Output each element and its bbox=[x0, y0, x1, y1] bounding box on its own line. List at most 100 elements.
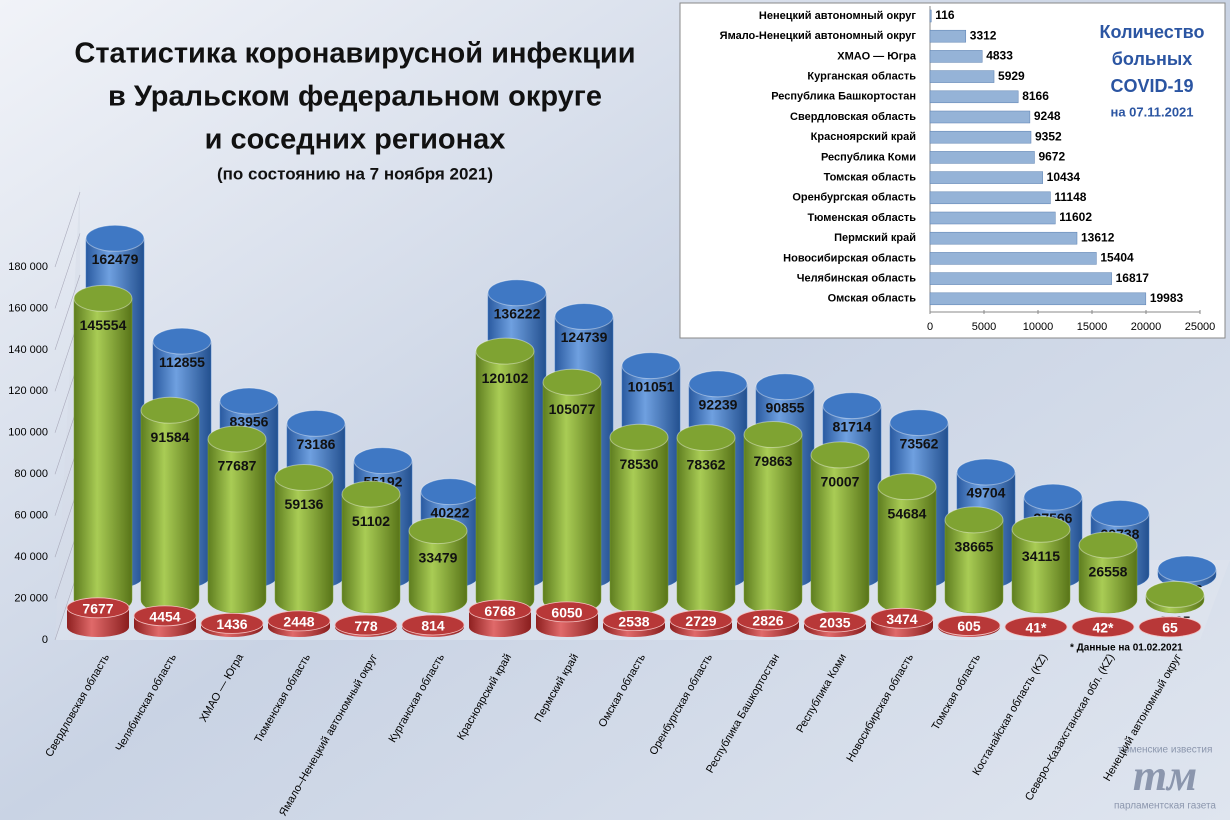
value-label: 112855 bbox=[159, 354, 205, 370]
cylinder bbox=[207, 425, 267, 614]
cylinder bbox=[66, 597, 130, 637]
grid-line bbox=[54, 191, 81, 268]
bar bbox=[929, 231, 1078, 245]
cylinder bbox=[334, 614, 398, 637]
cylinder-cap bbox=[219, 387, 279, 415]
cylinder-cap bbox=[1090, 499, 1150, 527]
cylinder bbox=[676, 424, 736, 614]
cylinder bbox=[1004, 616, 1068, 638]
value-label: 120102 bbox=[482, 370, 529, 386]
annotation: * Данные на 01.02.2021 bbox=[1070, 643, 1183, 654]
cylinder-cap bbox=[676, 424, 736, 452]
title-line: Статистика коронавирусной инфекции bbox=[74, 38, 635, 70]
value-label: 19983 bbox=[1150, 291, 1184, 305]
value-label: 124739 bbox=[561, 329, 608, 345]
cylinder bbox=[743, 421, 803, 614]
value-label: 59136 bbox=[285, 496, 324, 512]
cylinder bbox=[1145, 580, 1205, 614]
cylinder-cap bbox=[475, 337, 535, 365]
cylinder-cap bbox=[889, 409, 949, 437]
cylinder-cap bbox=[688, 370, 748, 398]
cylinder bbox=[535, 601, 599, 637]
cylinder bbox=[1157, 555, 1217, 589]
bar bbox=[929, 70, 995, 83]
cylinder bbox=[1138, 616, 1202, 638]
cylinder-cap bbox=[286, 409, 346, 437]
bar bbox=[929, 191, 1051, 205]
value-label: 91584 bbox=[151, 429, 190, 445]
cylinder-cap bbox=[956, 458, 1016, 486]
x-tick-label: 0 bbox=[927, 321, 933, 333]
cylinder-cap bbox=[542, 368, 602, 396]
cylinder bbox=[468, 599, 532, 637]
bar bbox=[929, 211, 1056, 225]
value-label: 11602 bbox=[1059, 210, 1092, 224]
value-label: 136222 bbox=[494, 305, 541, 321]
cylinder-cap bbox=[1023, 483, 1083, 511]
cylinder-body bbox=[1011, 529, 1071, 614]
cylinder-cap bbox=[73, 284, 133, 312]
category-label: Республика Коми bbox=[821, 151, 916, 163]
cylinder-cap bbox=[554, 303, 614, 331]
cylinder bbox=[341, 480, 401, 614]
cylinder-cap bbox=[200, 613, 264, 634]
value-label: 605 bbox=[957, 618, 981, 634]
cylinder-cap bbox=[669, 609, 733, 631]
cylinder-cap bbox=[334, 614, 398, 636]
value-label: 13612 bbox=[1081, 230, 1115, 244]
bar bbox=[929, 272, 1112, 285]
title-line: в Уральском федеральном округе bbox=[108, 81, 602, 113]
category-label: Свердловская область bbox=[790, 111, 916, 123]
cylinder bbox=[542, 368, 602, 614]
cylinder-body bbox=[207, 438, 267, 614]
value-label: 51102 bbox=[352, 513, 390, 529]
bar bbox=[929, 9, 932, 23]
x-tick-label: 5000 bbox=[972, 321, 996, 333]
value-label: 1436 bbox=[216, 616, 247, 632]
cylinder-cap bbox=[274, 463, 334, 491]
logo-mark: тм bbox=[1133, 751, 1197, 800]
value-label: 6050 bbox=[551, 605, 582, 621]
cylinder bbox=[870, 607, 934, 637]
value-label: 2729 bbox=[685, 613, 716, 629]
value-label: 15404 bbox=[1100, 251, 1134, 265]
category-label: Челябинская область bbox=[797, 273, 917, 285]
cylinder bbox=[133, 605, 197, 637]
value-label: 41* bbox=[1025, 620, 1047, 636]
logo-top: тюменские известия bbox=[1118, 745, 1213, 756]
x-tick-label: 20000 bbox=[1131, 321, 1162, 333]
category-label: Томская область bbox=[824, 172, 917, 184]
cylinder-cap bbox=[468, 599, 532, 621]
cylinder-cap bbox=[877, 473, 937, 501]
cylinder bbox=[944, 506, 1004, 614]
value-label: 4833 bbox=[986, 49, 1013, 63]
cylinder bbox=[669, 609, 733, 637]
inset-subtitle: на 07.11.2021 bbox=[1110, 104, 1193, 119]
cylinder-cap bbox=[755, 373, 815, 401]
cylinder bbox=[200, 613, 264, 637]
cylinder-cap bbox=[810, 441, 870, 469]
cylinder-cap bbox=[408, 517, 468, 545]
cylinder-cap bbox=[66, 597, 130, 619]
cylinder-cap bbox=[822, 392, 882, 420]
value-label: 54684 bbox=[888, 505, 927, 521]
value-label: 2448 bbox=[283, 614, 314, 630]
y-tick-label: 0 bbox=[42, 634, 48, 646]
value-label: 3474 bbox=[886, 611, 917, 627]
cylinder bbox=[401, 614, 465, 637]
cylinder-cap bbox=[401, 614, 465, 636]
value-label: 92239 bbox=[699, 397, 738, 413]
x-tick-label: 15000 bbox=[1077, 321, 1108, 333]
cylinder bbox=[803, 611, 867, 637]
cylinder-cap bbox=[1138, 616, 1202, 638]
grid-line bbox=[54, 233, 81, 309]
y-tick-label: 60 000 bbox=[14, 510, 48, 522]
cylinder-cap bbox=[743, 421, 803, 449]
bar bbox=[929, 29, 967, 43]
title-line: и соседних регионах bbox=[205, 124, 506, 156]
cylinder-cap bbox=[609, 423, 669, 451]
y-tick-label: 20 000 bbox=[14, 592, 48, 604]
cylinder-cap bbox=[152, 327, 212, 355]
category-label: Оренбургская область bbox=[792, 192, 916, 204]
